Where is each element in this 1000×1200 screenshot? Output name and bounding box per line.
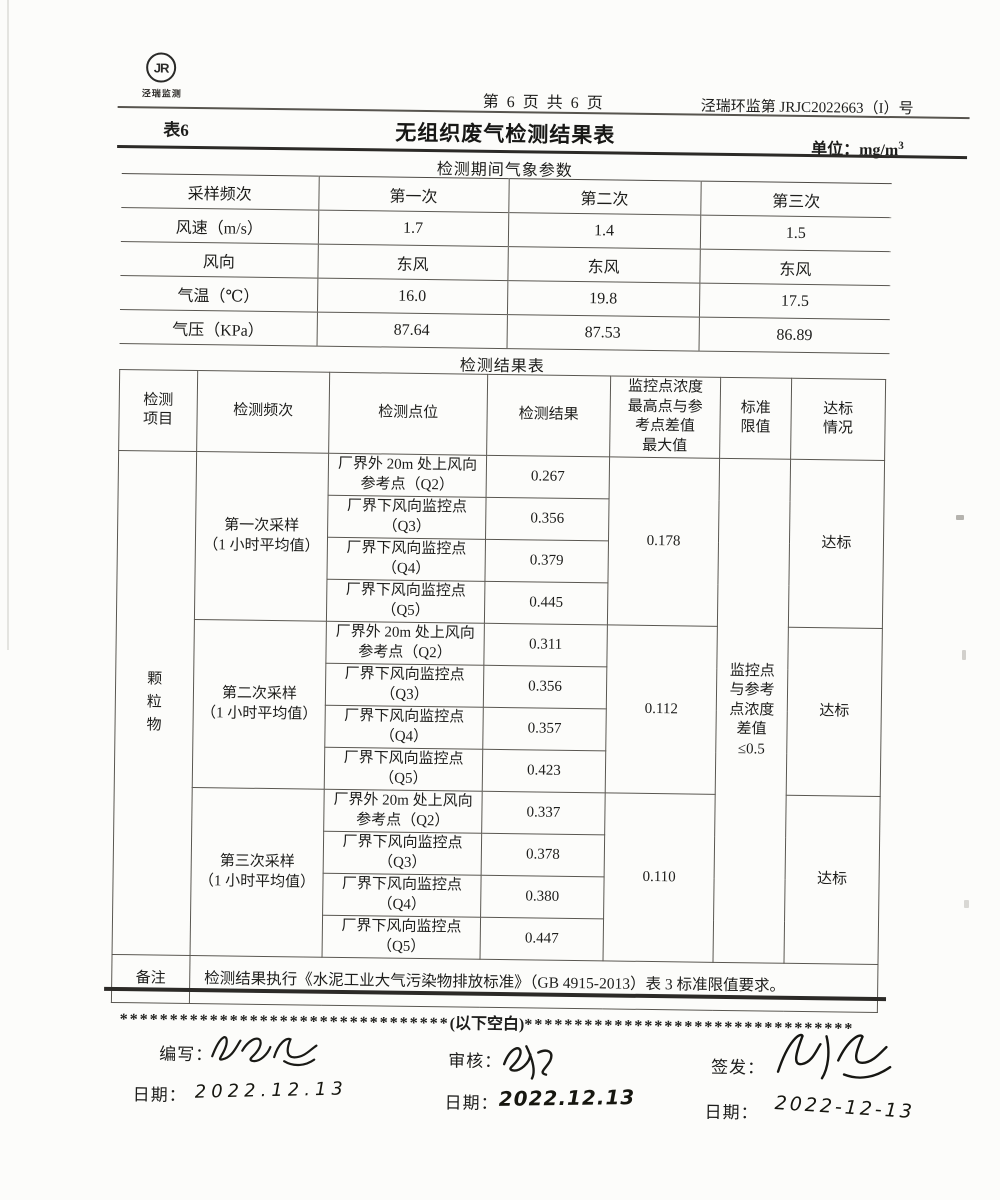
- location-cell: 厂界下风向监控点（Q5）: [326, 579, 485, 624]
- scan-edge-artifact: [7, 0, 9, 650]
- location-cell: 厂界外 20m 处上风向参考点（Q2）: [323, 789, 483, 834]
- reviewer-signature: [496, 1038, 567, 1089]
- remark-label: 备注: [111, 954, 191, 1004]
- result-cell: 0.379: [484, 539, 609, 583]
- writer-date: 2022.12.13: [194, 1078, 349, 1103]
- compliance-cell: 达标: [788, 459, 885, 629]
- header-cell-result: 检测结果: [486, 374, 611, 457]
- result-cell: 0.337: [481, 791, 606, 835]
- frequency-cell: 第一次采样 （1 小时平均值）: [194, 451, 329, 622]
- value-cell: 东风: [507, 246, 700, 284]
- maxdiff-cell: 0.178: [607, 456, 720, 627]
- results-row: 颗粒物 第一次采样 （1 小时平均值） 厂界外 20m 处上风向参考点（Q2） …: [112, 450, 885, 964]
- item-text: 颗粒物: [146, 671, 163, 734]
- value-cell: 86.89: [698, 317, 890, 354]
- standard-limit-cell: 监控点 与参考 点浓度 差值 ≤0.5: [712, 458, 791, 964]
- issuer-date: 2022-12-13: [774, 1091, 916, 1124]
- weather-header-cell: 第一次: [318, 176, 509, 213]
- result-cell: 0.423: [482, 749, 606, 793]
- scan-speck: [956, 515, 964, 520]
- value-cell: 17.5: [698, 283, 891, 320]
- row-label: 气温（℃）: [119, 275, 318, 313]
- location-cell: 厂界下风向监控点（Q5）: [324, 747, 483, 792]
- reviewer-date-label: 日期：: [444, 1093, 499, 1114]
- weather-table: 采样频次 第一次 第二次 第三次 风速（m/s） 1.7 1.4 1.5 风向 …: [119, 173, 892, 355]
- result-cell: 0.267: [486, 455, 610, 499]
- result-cell: 0.380: [480, 875, 605, 919]
- issuer-signature: [768, 1026, 899, 1095]
- result-cell: 0.356: [485, 497, 610, 541]
- weather-header-cell: 采样频次: [121, 173, 319, 211]
- location-cell: 厂界下风向监控点（Q3）: [323, 831, 482, 876]
- company-logo-icon: JR: [145, 52, 177, 83]
- value-cell: 16.0: [316, 278, 508, 315]
- remark-row: 备注 检测结果执行《水泥工业大气污染物排放标准》（GB 4915-2013）表 …: [111, 954, 878, 1013]
- compliance-cell: 达标: [783, 795, 881, 965]
- result-cell: 0.356: [483, 665, 607, 709]
- location-cell: 厂界外 20m 处上风向参考点（Q2）: [328, 453, 487, 498]
- value-cell: 1.5: [699, 215, 892, 252]
- location-cell: 厂界下风向监控点（Q4）: [322, 873, 482, 918]
- weather-header-cell: 第三次: [700, 181, 892, 218]
- frequency-cell: 第二次采样 （1 小时平均值）: [192, 619, 327, 790]
- writer-signature: [206, 1026, 327, 1078]
- result-cell: 0.447: [480, 917, 604, 961]
- header-cell-frequency: 检测频次: [196, 370, 330, 454]
- scan-speck: [962, 650, 966, 660]
- issuer-label: 签发：: [710, 1057, 766, 1078]
- scan-speck: [964, 900, 969, 908]
- maxdiff-cell: 0.110: [602, 792, 716, 963]
- compliance-cell: 达标: [786, 627, 883, 797]
- reviewer-date: 2022.12.13: [498, 1085, 636, 1111]
- header-cell-location: 检测点位: [328, 372, 488, 456]
- item-cell: 颗粒物: [112, 450, 197, 956]
- header-cell-compliance: 达标 情况: [790, 378, 886, 461]
- header-cell-maxdiff: 监控点浓度 最高点与参 考点差值 最大值: [609, 375, 721, 459]
- header-cell-item: 检测 项目: [118, 369, 198, 452]
- results-table: 检测 项目 检测频次 检测点位 检测结果 监控点浓度 最高点与参 考点差值 最大…: [110, 369, 887, 1013]
- remark-text: 检测结果执行《水泥工业大气污染物排放标准》（GB 4915-2013）表 3 标…: [189, 955, 878, 1013]
- location-cell: 厂界下风向监控点（Q4）: [326, 537, 486, 582]
- result-cell: 0.311: [483, 623, 608, 667]
- location-cell: 厂界下风向监控点（Q4）: [324, 705, 484, 750]
- logo-monogram: JR: [153, 59, 169, 76]
- result-cell: 0.357: [482, 707, 607, 751]
- value-cell: 1.7: [317, 210, 509, 247]
- frequency-cell: 第三次采样 （1 小时平均值）: [190, 787, 325, 958]
- value-cell: 东风: [699, 249, 891, 286]
- row-label: 风向: [120, 241, 318, 279]
- value-cell: 87.64: [316, 312, 507, 349]
- value-cell: 1.4: [507, 212, 701, 250]
- result-cell: 0.445: [484, 581, 608, 625]
- location-cell: 厂界下风向监控点（Q3）: [327, 495, 487, 540]
- results-header-row: 检测 项目 检测频次 检测点位 检测结果 监控点浓度 最高点与参 考点差值 最大…: [118, 369, 886, 461]
- result-cell: 0.378: [481, 833, 605, 877]
- issuer-date-label: 日期：: [704, 1102, 759, 1123]
- value-cell: 19.8: [506, 280, 700, 318]
- blank-note: (以下空白): [449, 1015, 525, 1034]
- writer-date-label: 日期：: [132, 1085, 187, 1105]
- unit-superscript: 3: [898, 139, 904, 152]
- weather-header-cell: 第二次: [508, 178, 701, 216]
- location-cell: 厂界外 20m 处上风向参考点（Q2）: [325, 621, 485, 666]
- header-cell-limit: 标准 限值: [719, 377, 792, 460]
- location-cell: 厂界下风向监控点（Q3）: [325, 663, 484, 708]
- value-cell: 87.53: [506, 314, 699, 352]
- location-cell: 厂界下风向监控点（Q5）: [322, 915, 481, 960]
- logo-caption: 泾瑞监测: [141, 88, 182, 99]
- row-label: 风速（m/s）: [120, 207, 319, 245]
- row-label: 气压（KPa）: [119, 309, 317, 347]
- reviewer-label: 审核：: [448, 1051, 503, 1072]
- maxdiff-cell: 0.112: [605, 624, 718, 795]
- value-cell: 东风: [317, 244, 508, 281]
